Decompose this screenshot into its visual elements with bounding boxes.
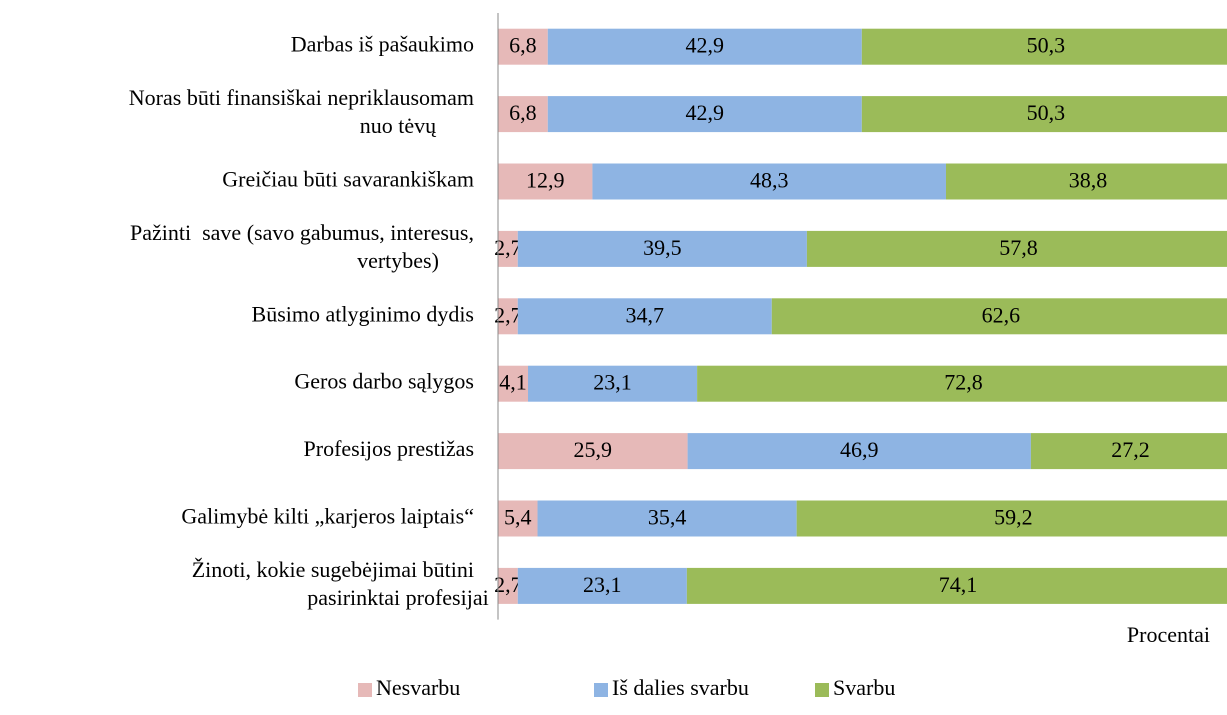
data-label: 46,9: [840, 437, 879, 462]
bar-segment: [498, 365, 529, 402]
y-tick-label: Pažinti save (savo gabumus, interesus, ve…: [130, 220, 474, 273]
x-axis-label: Procentai: [1127, 622, 1210, 647]
bar-segment: [498, 500, 538, 537]
data-label: 57,8: [999, 235, 1038, 260]
bar-segment: [498, 567, 518, 604]
data-label: 5,4: [504, 505, 532, 530]
data-label: 6,8: [509, 100, 537, 125]
bar-segment: [498, 96, 548, 133]
y-tick-label: Būsimo atlyginimo dydis: [252, 301, 474, 326]
bar-segment: [498, 433, 688, 470]
bar-segment: [796, 500, 1227, 537]
bar-segment: [686, 567, 1227, 604]
legend-label: Iš dalies svarbu: [612, 675, 749, 700]
bar-segment: [517, 230, 807, 267]
bar-segment: [537, 500, 797, 537]
bar-segment: [687, 433, 1031, 470]
data-label: 2,7: [494, 572, 522, 597]
data-label: 35,4: [648, 505, 687, 530]
bar-segment: [771, 298, 1227, 335]
data-label: 27,2: [1111, 437, 1150, 462]
data-label: 42,9: [686, 33, 725, 58]
legend-swatch: [358, 683, 372, 697]
legend-swatch: [594, 683, 608, 697]
bar-segment: [945, 163, 1227, 200]
data-label: 62,6: [982, 302, 1021, 327]
data-label: 42,9: [686, 100, 725, 125]
bar-segment: [861, 28, 1227, 65]
bar-segment: [592, 163, 946, 200]
data-label: 74,1: [939, 572, 978, 597]
bar-segment: [517, 567, 687, 604]
y-tick-label: Žinoti, kokie sugebėjimai būtini pasirink…: [192, 557, 489, 610]
data-label: 59,2: [994, 505, 1033, 530]
legend-label: Nesvarbu: [376, 675, 460, 700]
data-label: 48,3: [750, 168, 789, 193]
bar-segment: [547, 28, 862, 65]
bar-segment: [498, 28, 548, 65]
data-label: 2,7: [494, 302, 522, 327]
data-label: 50,3: [1027, 33, 1066, 58]
y-tick-label: Darbas iš pašaukimo: [291, 32, 474, 57]
data-label: 50,3: [1027, 100, 1066, 125]
data-label: 39,5: [643, 235, 682, 260]
data-label: 38,8: [1069, 168, 1108, 193]
bar-segment: [498, 230, 518, 267]
bar-segment: [517, 298, 772, 335]
bar-segment: [498, 298, 518, 335]
data-label: 2,7: [494, 235, 522, 260]
data-label: 34,7: [626, 302, 665, 327]
legend-swatch: [815, 683, 829, 697]
y-tick-label: Profesijos prestižas: [304, 436, 474, 461]
y-tick-label: Noras būti finansiškai nepriklausomam nuo…: [129, 85, 474, 138]
bar-segment: [1030, 433, 1227, 470]
y-tick-label: Geros darbo sąlygos: [294, 369, 474, 394]
bar-segment: [498, 163, 593, 200]
data-label: 6,8: [509, 33, 537, 58]
bar-segment: [697, 365, 1227, 402]
legend-label: Svarbu: [833, 675, 895, 700]
data-label: 23,1: [593, 370, 632, 395]
data-label: 72,8: [944, 370, 983, 395]
bar-segment: [528, 365, 698, 402]
data-label: 23,1: [583, 572, 622, 597]
data-label: 4,1: [499, 370, 527, 395]
bar-segment: [547, 96, 862, 133]
bar-segment: [861, 96, 1227, 133]
y-tick-label: Greičiau būti savarankiškam: [222, 167, 474, 192]
data-label: 25,9: [574, 437, 613, 462]
y-tick-label: Galimybė kilti „karjeros laiptais“: [181, 504, 474, 529]
data-label: 12,9: [526, 168, 565, 193]
bar-segment: [806, 230, 1227, 267]
